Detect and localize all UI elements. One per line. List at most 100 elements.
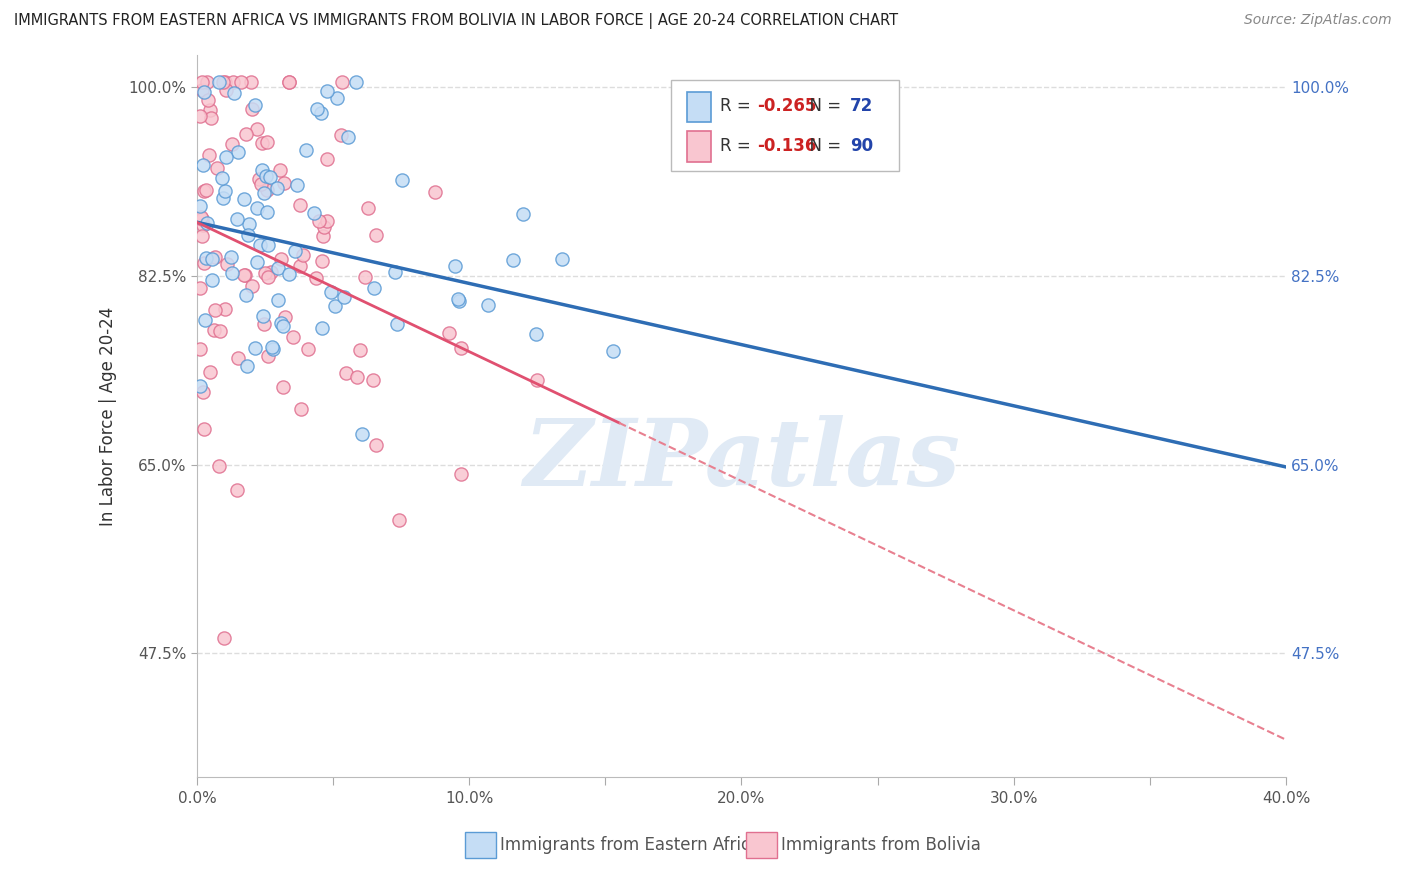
Point: [288, 259, 311, 273]
Point: [191, 75, 214, 89]
Point: [315, 84, 337, 98]
Point: [215, 150, 238, 164]
Point: [335, 366, 357, 380]
Point: [311, 254, 333, 268]
Point: [226, 351, 249, 365]
Point: [502, 253, 524, 268]
Point: [384, 265, 406, 279]
Point: [217, 257, 239, 271]
Point: [269, 162, 291, 177]
Point: [278, 75, 301, 89]
Point: [259, 169, 281, 184]
Point: [254, 266, 277, 280]
Point: [349, 343, 371, 358]
Y-axis label: In Labor Force | Age 20-24: In Labor Force | Age 20-24: [100, 307, 117, 526]
Point: [222, 86, 245, 100]
Point: [284, 244, 307, 259]
Point: [249, 238, 271, 252]
Point: [444, 259, 467, 273]
Point: [252, 162, 274, 177]
Point: [283, 330, 305, 344]
Point: [285, 178, 308, 192]
Point: [214, 184, 236, 198]
Text: Immigrants from Eastern Africa: Immigrants from Eastern Africa: [501, 836, 761, 854]
Point: [232, 268, 254, 282]
Point: [477, 298, 499, 312]
Point: [330, 128, 353, 142]
Point: [190, 83, 212, 97]
Point: [208, 324, 231, 338]
Point: [437, 326, 460, 340]
Text: N =: N =: [799, 97, 846, 115]
Point: [239, 75, 262, 89]
Point: [273, 176, 295, 190]
Text: ZIPatlas: ZIPatlas: [523, 415, 960, 505]
Text: R =: R =: [720, 137, 755, 155]
Point: [252, 310, 274, 324]
Point: [188, 109, 211, 123]
Point: [212, 75, 235, 89]
Text: Immigrants from Bolivia: Immigrants from Bolivia: [782, 836, 981, 854]
Point: [302, 205, 325, 219]
Point: [219, 251, 242, 265]
Point: [191, 211, 214, 226]
Point: [387, 317, 409, 331]
Point: [512, 207, 534, 221]
Point: [246, 122, 269, 136]
Point: [363, 281, 385, 295]
Point: [353, 269, 375, 284]
Point: [273, 319, 295, 334]
Point: [202, 323, 225, 337]
Point: [193, 185, 215, 199]
Point: [222, 75, 245, 89]
Point: [256, 135, 278, 149]
Point: [212, 191, 235, 205]
Point: [207, 75, 229, 89]
Point: [238, 217, 260, 231]
FancyBboxPatch shape: [671, 80, 900, 170]
Point: [450, 341, 472, 355]
Point: [260, 265, 283, 279]
Point: [195, 183, 218, 197]
Point: [257, 349, 280, 363]
Point: [256, 269, 278, 284]
Point: [295, 143, 318, 157]
Point: [188, 199, 211, 213]
Point: [253, 317, 276, 331]
Point: [423, 185, 446, 199]
Point: [253, 186, 276, 200]
Point: [344, 75, 367, 89]
Point: [188, 378, 211, 392]
Point: [200, 103, 222, 117]
Point: [221, 266, 243, 280]
Point: [270, 252, 292, 266]
Point: [274, 310, 297, 324]
Point: [211, 170, 233, 185]
Point: [195, 75, 218, 89]
Point: [267, 293, 290, 307]
Point: [447, 292, 470, 306]
Point: [316, 214, 339, 228]
Point: [188, 281, 211, 295]
Point: [602, 343, 624, 358]
Point: [246, 202, 269, 216]
Point: [212, 632, 235, 646]
Point: [346, 369, 368, 384]
Point: [200, 112, 222, 126]
Point: [252, 136, 274, 150]
Text: Source: ZipAtlas.com: Source: ZipAtlas.com: [1244, 13, 1392, 28]
Point: [256, 205, 278, 219]
Point: [391, 173, 413, 187]
Point: [290, 402, 312, 417]
Point: [193, 85, 215, 99]
Point: [191, 385, 214, 400]
Point: [191, 158, 214, 172]
Point: [266, 181, 288, 195]
Point: [188, 342, 211, 356]
Point: [266, 260, 288, 275]
Point: [271, 379, 294, 393]
Point: [246, 255, 269, 269]
Point: [243, 97, 266, 112]
Text: 72: 72: [851, 97, 873, 115]
Point: [233, 192, 256, 206]
